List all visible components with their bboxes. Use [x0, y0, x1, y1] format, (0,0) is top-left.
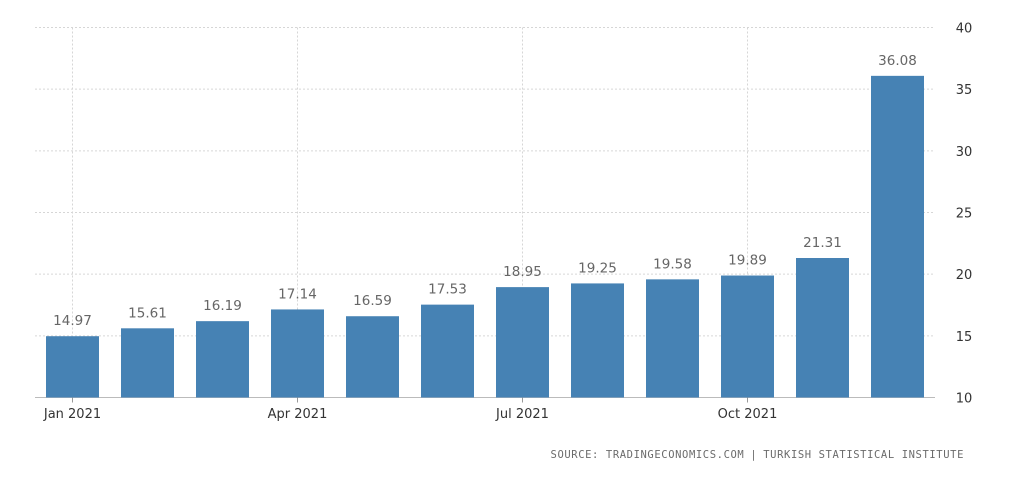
data-label: 36.08: [878, 53, 917, 69]
bar: [571, 283, 624, 398]
value-labels: 14.97 15.61 16.19 17.14 16.59 17.53 18.95 19.25…: [53, 53, 917, 329]
bar-series: [46, 75, 924, 398]
data-label: 19.58: [653, 256, 692, 272]
x-tick-label: Oct 2021: [718, 407, 778, 422]
data-label: 19.89: [728, 253, 767, 269]
x-tick-label: Jul 2021: [495, 407, 549, 422]
y-tick-label: 35: [956, 83, 973, 98]
y-tick-label: 10: [956, 392, 973, 407]
bar: [796, 258, 849, 398]
data-label: 18.95: [503, 264, 542, 280]
source-label: SOURCE: TRADINGECONOMICS.COM: [550, 449, 745, 461]
source-separator: |: [750, 449, 758, 461]
bar: [721, 275, 774, 398]
y-tick-label: 40: [956, 22, 973, 37]
data-label: 17.14: [278, 286, 317, 302]
data-label: 19.25: [578, 260, 617, 276]
bar: [421, 304, 474, 398]
data-label: 21.31: [803, 235, 842, 251]
x-axis-ticks: Jan 2021 Apr 2021 Jul 2021 Oct 2021: [43, 397, 778, 422]
y-tick-label: 15: [956, 330, 973, 345]
bar-chart: 14.97 15.61 16.19 17.14 16.59 17.53 18.95 19.25…: [35, 22, 973, 422]
data-label: 16.19: [203, 298, 242, 314]
y-tick-label: 30: [956, 145, 973, 160]
y-tick-label: 20: [956, 268, 973, 283]
data-label: 15.61: [128, 305, 167, 321]
bar: [496, 287, 549, 398]
bar: [871, 75, 924, 398]
bar: [646, 279, 699, 398]
bar: [121, 328, 174, 398]
data-label: 17.53: [428, 282, 467, 298]
data-label: 16.59: [353, 293, 392, 309]
source-credit: SOURCE: TRADINGECONOMICS.COM | TURKISH STA…: [551, 449, 964, 461]
y-axis-ticks: 10 15 20 25 30 35 40: [956, 22, 973, 407]
bar: [196, 321, 249, 398]
source-institute: TURKISH STATISTICAL INSTITUTE: [763, 449, 964, 461]
grid-lines: [35, 27, 935, 398]
bar: [46, 336, 99, 398]
x-tick-label: Jan 2021: [43, 407, 101, 422]
bar: [271, 309, 324, 398]
bar: [346, 316, 399, 398]
y-tick-label: 25: [956, 207, 973, 222]
data-label: 14.97: [53, 313, 92, 329]
x-tick-label: Apr 2021: [268, 407, 328, 422]
